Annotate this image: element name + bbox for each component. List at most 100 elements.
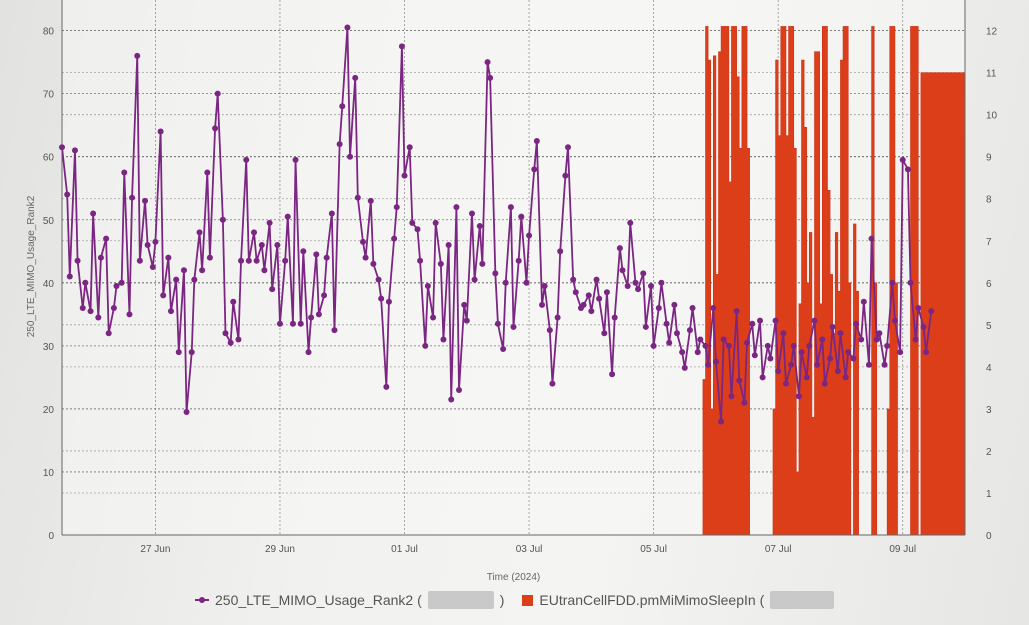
data-point[interactable] xyxy=(129,194,136,201)
data-point[interactable] xyxy=(370,260,377,267)
data-point[interactable] xyxy=(321,292,328,299)
data-point[interactable] xyxy=(383,383,390,390)
data-point[interactable] xyxy=(790,342,797,349)
data-point[interactable] xyxy=(261,267,268,274)
data-point[interactable] xyxy=(136,257,143,264)
data-point[interactable] xyxy=(97,254,104,261)
data-point[interactable] xyxy=(204,169,211,176)
data-point[interactable] xyxy=(681,364,688,371)
data-point[interactable] xyxy=(103,235,110,242)
data-point[interactable] xyxy=(850,355,857,362)
data-point[interactable] xyxy=(424,282,431,289)
data-point[interactable] xyxy=(336,141,343,148)
data-point[interactable] xyxy=(803,374,810,381)
data-point[interactable] xyxy=(834,368,841,375)
data-point[interactable] xyxy=(585,292,592,299)
data-point[interactable] xyxy=(702,342,709,349)
data-point[interactable] xyxy=(891,317,898,324)
data-point[interactable] xyxy=(142,197,149,204)
data-point[interactable] xyxy=(619,267,626,274)
data-point[interactable] xyxy=(928,308,935,315)
data-point[interactable] xyxy=(328,210,335,217)
data-point[interactable] xyxy=(741,399,748,406)
data-point[interactable] xyxy=(243,156,250,163)
data-point[interactable] xyxy=(378,295,385,302)
data-point[interactable] xyxy=(728,393,735,400)
data-point[interactable] xyxy=(214,90,221,97)
data-point[interactable] xyxy=(432,219,439,226)
data-point[interactable] xyxy=(66,273,73,280)
data-point[interactable] xyxy=(648,282,655,289)
data-point[interactable] xyxy=(811,317,818,324)
data-point[interactable] xyxy=(235,336,242,343)
data-point[interactable] xyxy=(183,409,190,416)
data-point[interactable] xyxy=(417,257,424,264)
data-point[interactable] xyxy=(624,282,631,289)
data-point[interactable] xyxy=(689,305,696,312)
data-point[interactable] xyxy=(375,276,382,283)
data-point[interactable] xyxy=(710,305,717,312)
data-point[interactable] xyxy=(331,327,338,334)
data-point[interactable] xyxy=(64,191,71,198)
data-point[interactable] xyxy=(188,349,195,356)
data-point[interactable] xyxy=(671,301,678,308)
data-point[interactable] xyxy=(757,317,764,324)
data-point[interactable] xyxy=(881,361,888,368)
data-point[interactable] xyxy=(733,308,740,315)
data-point[interactable] xyxy=(445,241,452,248)
data-point[interactable] xyxy=(915,305,922,312)
data-point[interactable] xyxy=(635,286,642,293)
data-point[interactable] xyxy=(385,298,392,305)
data-point[interactable] xyxy=(588,308,595,315)
data-point[interactable] xyxy=(749,320,756,327)
data-point[interactable] xyxy=(463,317,470,324)
data-point[interactable] xyxy=(453,204,460,211)
data-point[interactable] xyxy=(782,380,789,387)
data-point[interactable] xyxy=(313,251,320,258)
data-point[interactable] xyxy=(430,314,437,321)
data-point[interactable] xyxy=(912,336,919,343)
data-point[interactable] xyxy=(718,418,725,425)
data-point[interactable] xyxy=(858,336,865,343)
data-point[interactable] xyxy=(751,352,758,359)
data-point[interactable] xyxy=(554,314,561,321)
data-point[interactable] xyxy=(289,320,296,327)
data-point[interactable] xyxy=(533,137,540,144)
data-point[interactable] xyxy=(448,396,455,403)
data-point[interactable] xyxy=(391,235,398,242)
data-point[interactable] xyxy=(814,361,821,368)
data-point[interactable] xyxy=(876,330,883,337)
data-point[interactable] xyxy=(238,257,245,264)
data-point[interactable] xyxy=(829,323,836,330)
data-point[interactable] xyxy=(173,276,180,283)
data-point[interactable] xyxy=(180,267,187,274)
data-point[interactable] xyxy=(367,197,374,204)
data-point[interactable] xyxy=(500,346,507,353)
data-point[interactable] xyxy=(440,336,447,343)
data-point[interactable] xyxy=(437,260,444,267)
data-point[interactable] xyxy=(175,349,182,356)
data-point[interactable] xyxy=(227,339,234,346)
data-point[interactable] xyxy=(134,52,141,59)
data-point[interactable] xyxy=(105,330,112,337)
data-point[interactable] xyxy=(541,282,548,289)
data-point[interactable] xyxy=(868,235,875,242)
data-point[interactable] xyxy=(697,336,704,343)
data-point[interactable] xyxy=(79,305,86,312)
data-point[interactable] xyxy=(274,241,281,248)
data-point[interactable] xyxy=(546,327,553,334)
data-point[interactable] xyxy=(90,210,97,217)
data-point[interactable] xyxy=(601,330,608,337)
data-point[interactable] xyxy=(899,156,906,163)
data-point[interactable] xyxy=(523,279,530,286)
data-point[interactable] xyxy=(196,229,203,236)
data-point[interactable] xyxy=(821,380,828,387)
data-point[interactable] xyxy=(354,194,361,201)
data-point[interactable] xyxy=(456,386,463,393)
data-point[interactable] xyxy=(798,349,805,356)
data-point[interactable] xyxy=(557,248,564,255)
data-point[interactable] xyxy=(398,43,405,50)
data-point[interactable] xyxy=(461,301,468,308)
data-point[interactable] xyxy=(650,342,657,349)
data-point[interactable] xyxy=(772,317,779,324)
